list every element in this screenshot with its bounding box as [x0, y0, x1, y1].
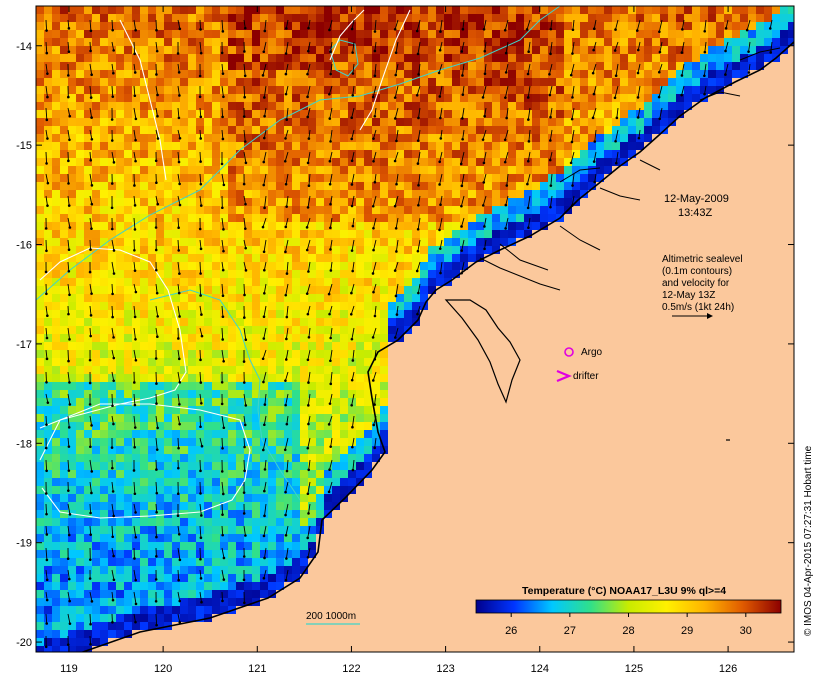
velocity-arrows [44, 19, 773, 649]
isobath-line [36, 6, 561, 301]
lat-tick-label: -16 [16, 240, 32, 252]
credit-text: © IMOS 04-Apr-2015 07:27:31 Hobart time [803, 445, 814, 636]
lat-tick-label: -19 [16, 538, 32, 550]
altimetry-note-line3: and velocity for [662, 278, 730, 289]
drifter-label: drifter [573, 371, 599, 382]
plot-frame [35, 5, 795, 653]
colorbar-tick-label: 27 [564, 625, 576, 637]
lon-tick-label: 126 [719, 663, 737, 675]
altimetry-note-line5: 0.5m/s (1kt 24h) [662, 302, 734, 313]
colorbar-tick-label: 28 [622, 625, 634, 637]
date-label-line1: 12-May-2009 [664, 193, 729, 205]
isobath-legend-label: 200 1000m [306, 611, 356, 622]
lon-tick-label: 122 [342, 663, 360, 675]
lon-tick-label: 124 [531, 663, 549, 675]
peninsula-coast [444, 299, 521, 404]
sealevel-contour-4 [329, 9, 365, 61]
colorbar-ticks: 26 27 28 29 30 [505, 613, 752, 637]
altimetry-note-line4: 12-May 13Z [662, 290, 715, 301]
drifter-marker [556, 369, 572, 383]
lon-tick-label: 123 [436, 663, 454, 675]
kimberley-inlets [479, 47, 781, 291]
altimetry-note-line2: (0.1m contours) [662, 266, 732, 277]
longitude-axis: 119 120 121 122 123 124 125 126 [60, 6, 737, 675]
lat-tick-label: -17 [16, 339, 32, 351]
sealevel-contour-1 [39, 247, 187, 429]
colorbar [475, 599, 782, 614]
lat-tick-label: -14 [16, 41, 32, 53]
lat-tick-label: -20 [16, 637, 32, 649]
lat-tick-label: -18 [16, 438, 32, 450]
lon-tick-label: 121 [248, 663, 266, 675]
colorbar-title: Temperature (°C) NOAA17_L3U 9% ql>=4 [522, 585, 726, 597]
isobath-loop [329, 39, 359, 77]
colorbar-tick-label: 30 [740, 625, 752, 637]
isobath-line-2 [149, 289, 301, 501]
lat-tick-label: -15 [16, 140, 32, 152]
colorbar-tick-label: 29 [681, 625, 693, 637]
lon-tick-label: 119 [60, 663, 78, 675]
colorbar-tick-label: 26 [505, 625, 517, 637]
sealevel-contour-5 [359, 9, 411, 131]
coastline [80, 41, 794, 652]
sealevel-contour-2 [39, 403, 251, 519]
sealevel-contour-3 [119, 19, 167, 181]
argo-marker [564, 347, 574, 357]
latitude-axis: -14 -15 -16 -17 -18 -19 -20 [16, 41, 794, 649]
argo-label: Argo [581, 347, 603, 358]
date-label-line2: 13:43Z [678, 207, 713, 219]
lon-tick-label: 125 [625, 663, 643, 675]
altimetry-note-line1: Altimetric sealevel [662, 254, 743, 265]
lon-tick-label: 120 [154, 663, 172, 675]
